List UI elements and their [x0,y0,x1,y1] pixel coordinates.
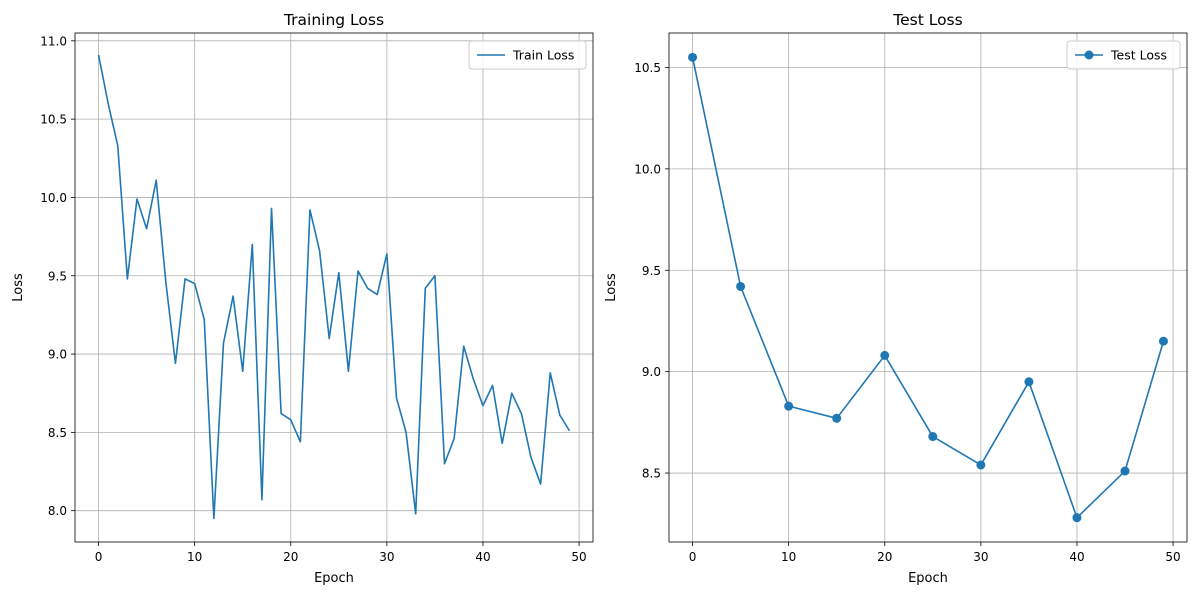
y-tick-label: 10.0 [40,191,67,205]
data-point [1072,513,1082,523]
y-axis-label: Loss [11,273,26,302]
y-axis-label: Loss [604,273,619,302]
legend-box [1066,40,1181,70]
data-point [928,432,938,442]
y-tick-label: 9.5 [48,269,67,283]
chart-title: Training Loss [283,11,384,29]
data-point [1120,466,1130,476]
x-tick-label: 10 [187,550,202,564]
data-point [880,350,890,360]
x-tick-label: 50 [571,550,586,564]
y-tick-label: 9.0 [642,365,661,379]
legend-box [468,40,587,70]
y-tick-label: 8.5 [48,426,67,440]
y-tick-label: 9.0 [48,348,67,362]
x-tick-label: 50 [1165,550,1180,564]
legend-label: Test Loss [1110,48,1167,63]
x-tick-label: 30 [973,550,988,564]
x-tick-label: 20 [877,550,892,564]
x-tick-label: 40 [475,550,490,564]
x-tick-label: 10 [781,550,796,564]
x-tick-label: 30 [379,550,394,564]
data-point [1024,377,1034,387]
x-axis-label: Epoch [908,571,948,586]
legend: Train Loss [468,40,587,70]
data-point [832,413,842,423]
data-point [784,401,794,411]
y-tick-label: 8.0 [48,504,67,518]
legend-label: Train Loss [512,48,574,63]
training-loss-chart: 0 10 20 30 40 50 8.0 8.5 9.0 9.5 10.0 10.5 11.0 Train… [11,11,594,586]
test-loss-chart: 0 10 20 30 40 50 8.5 9.0 9.5 10.0 10.5 Test Loss Epo… [604,11,1188,586]
plot-frame [668,32,1188,543]
legend: Test Loss [1066,40,1181,70]
data-point [688,52,698,62]
data-point [736,281,746,291]
y-tick-label: 8.5 [642,467,661,481]
y-tick-label: 10.5 [634,61,661,75]
plot-frame [74,32,594,543]
data-point [976,460,986,470]
x-tick-label: 0 [689,550,697,564]
x-axis-label: Epoch [314,571,354,586]
y-tick-label: 11.0 [40,34,67,48]
y-tick-label: 9.5 [642,264,661,278]
y-tick-label: 10.0 [634,162,661,176]
y-tick-label: 10.5 [40,113,67,127]
x-tick-label: 0 [95,550,103,564]
x-tick-label: 40 [1069,550,1084,564]
series-line [97,54,571,520]
chart-title: Test Loss [892,11,962,29]
legend-marker-swatch [1084,50,1094,60]
data-point [1158,336,1168,346]
x-tick-label: 20 [283,550,298,564]
